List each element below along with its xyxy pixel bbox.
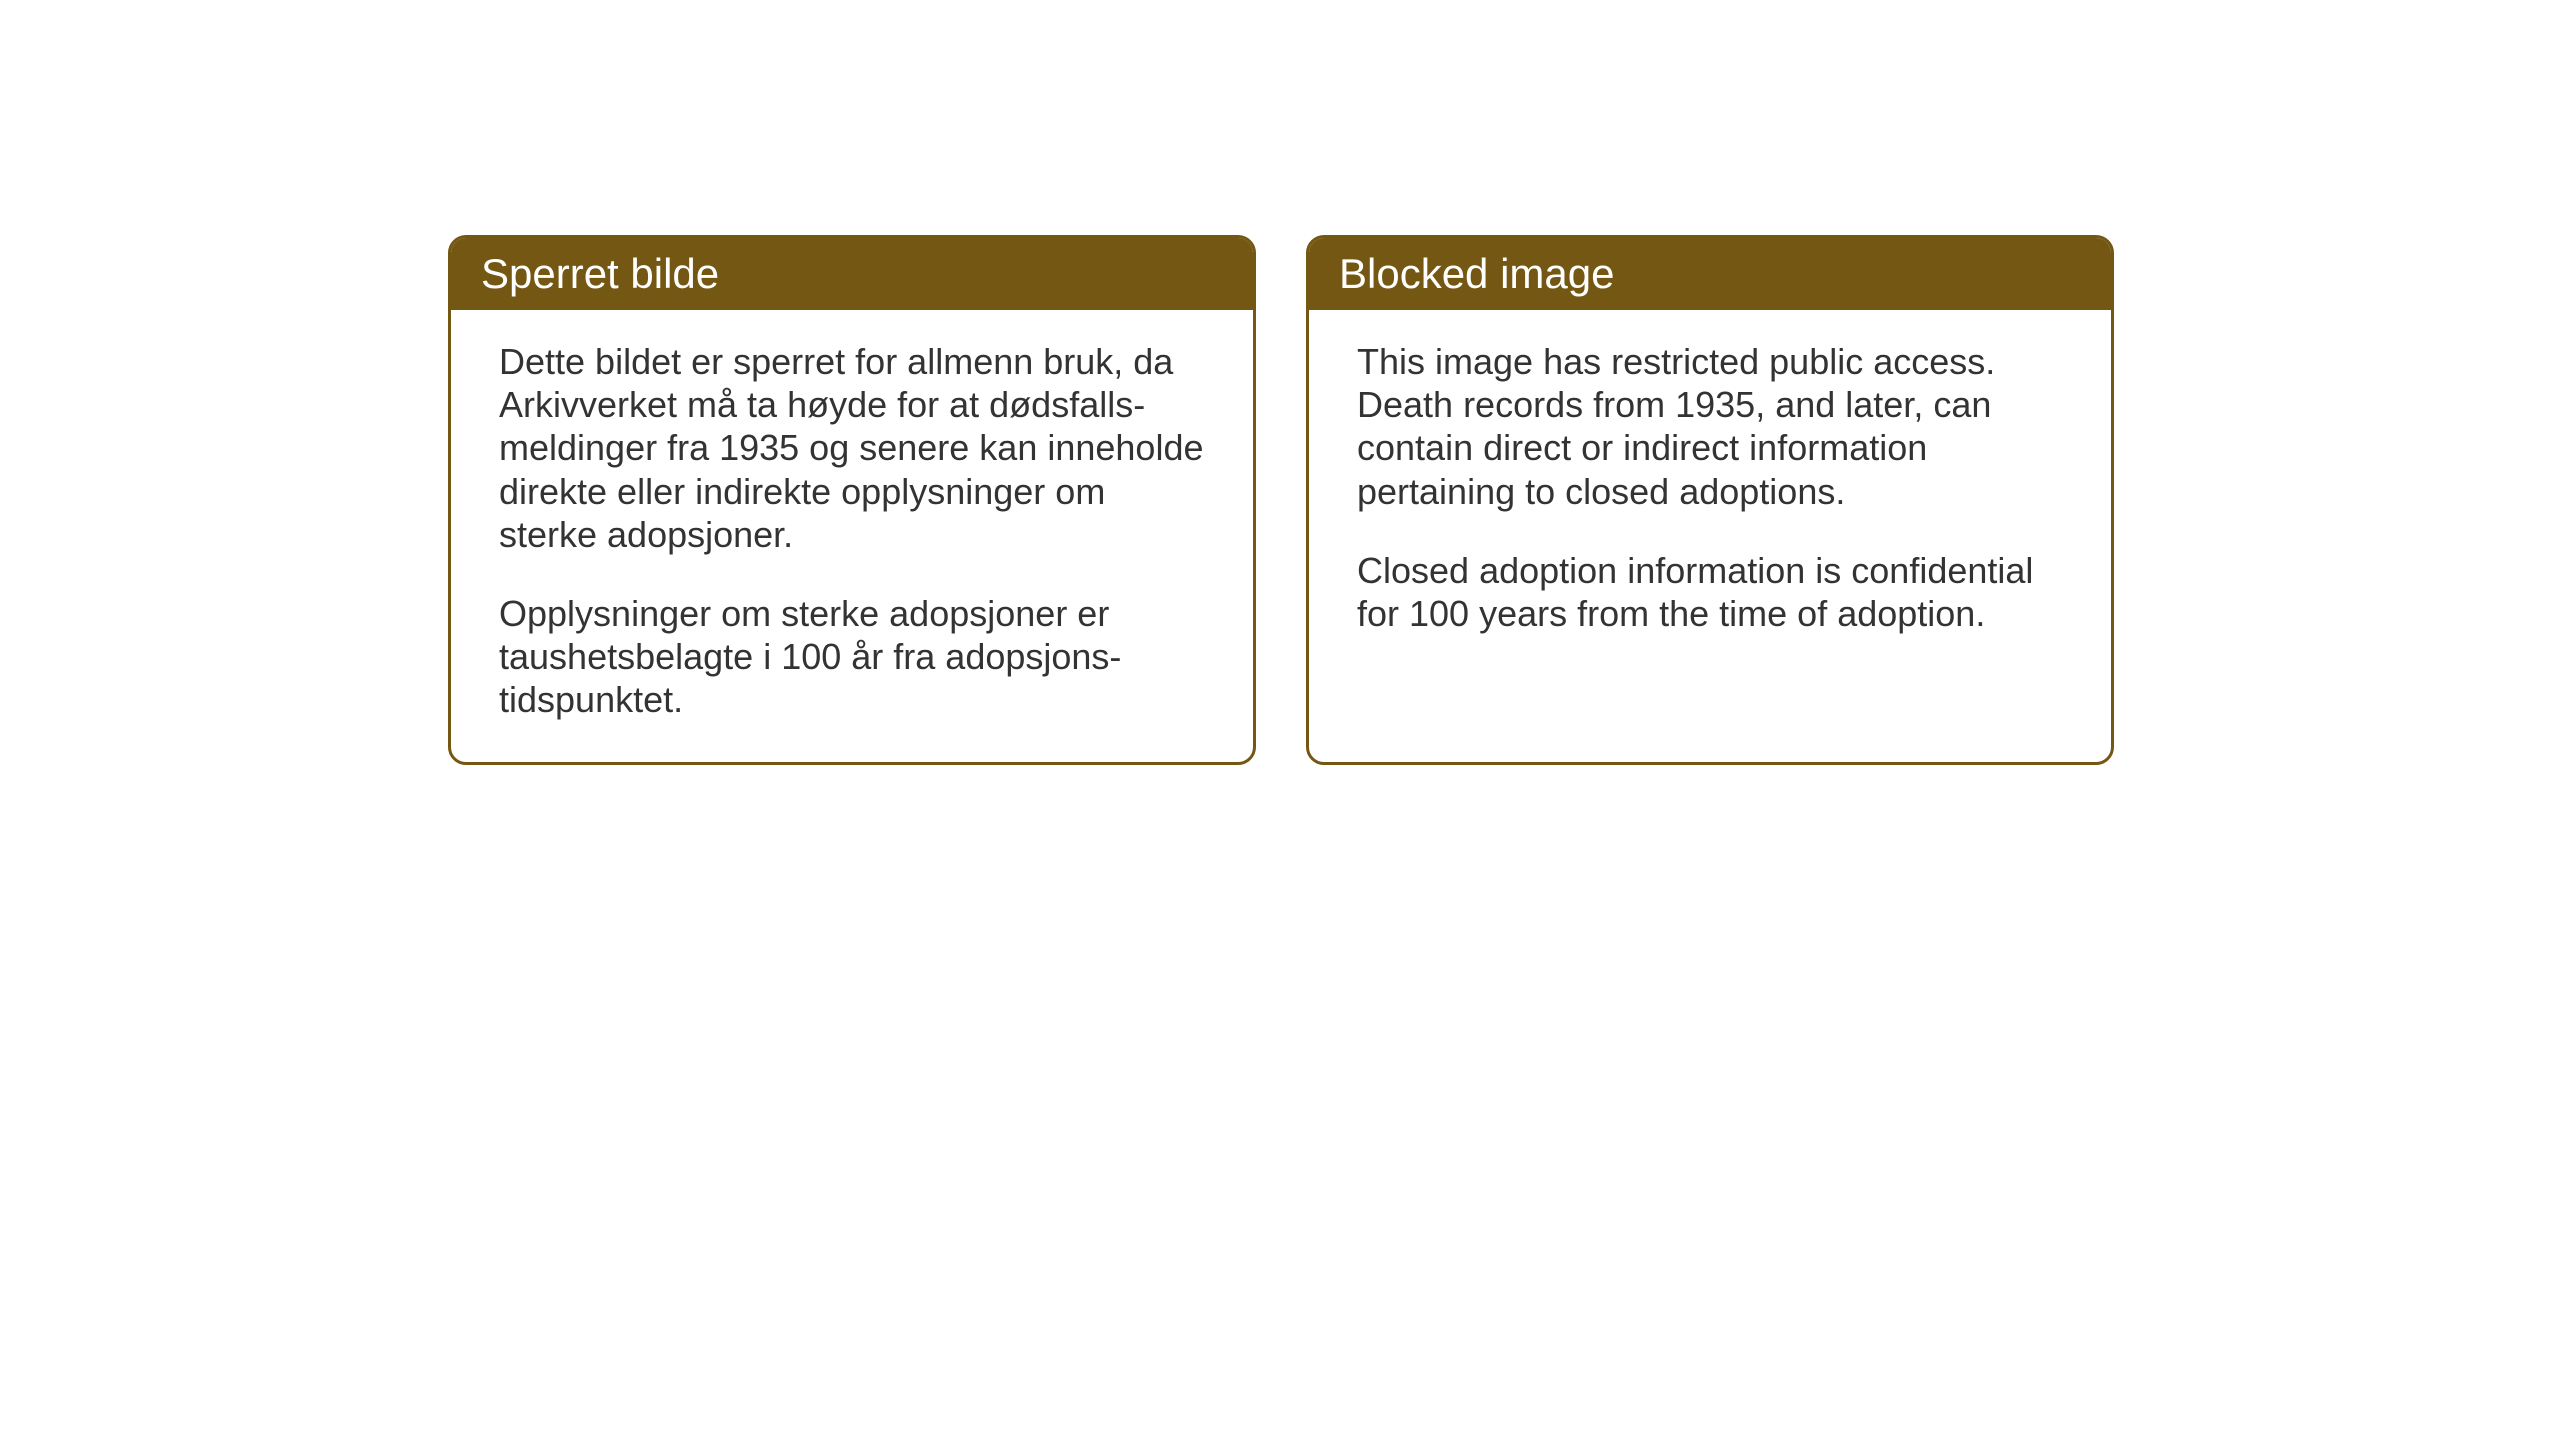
card-header: Blocked image xyxy=(1309,238,2111,310)
card-paragraph: This image has restricted public access.… xyxy=(1357,340,2063,513)
card-paragraph: Closed adoption information is confident… xyxy=(1357,549,2063,635)
card-paragraph: Opplysninger om sterke adopsjoner er tau… xyxy=(499,592,1205,722)
card-header: Sperret bilde xyxy=(451,238,1253,310)
notice-card-english: Blocked image This image has restricted … xyxy=(1306,235,2114,765)
notice-card-norwegian: Sperret bilde Dette bildet er sperret fo… xyxy=(448,235,1256,765)
card-paragraph: Dette bildet er sperret for allmenn bruk… xyxy=(499,340,1205,556)
card-body: This image has restricted public access.… xyxy=(1309,310,2111,675)
card-title: Blocked image xyxy=(1339,250,1614,297)
notice-container: Sperret bilde Dette bildet er sperret fo… xyxy=(448,235,2114,765)
card-body: Dette bildet er sperret for allmenn bruk… xyxy=(451,310,1253,762)
card-title: Sperret bilde xyxy=(481,250,719,297)
